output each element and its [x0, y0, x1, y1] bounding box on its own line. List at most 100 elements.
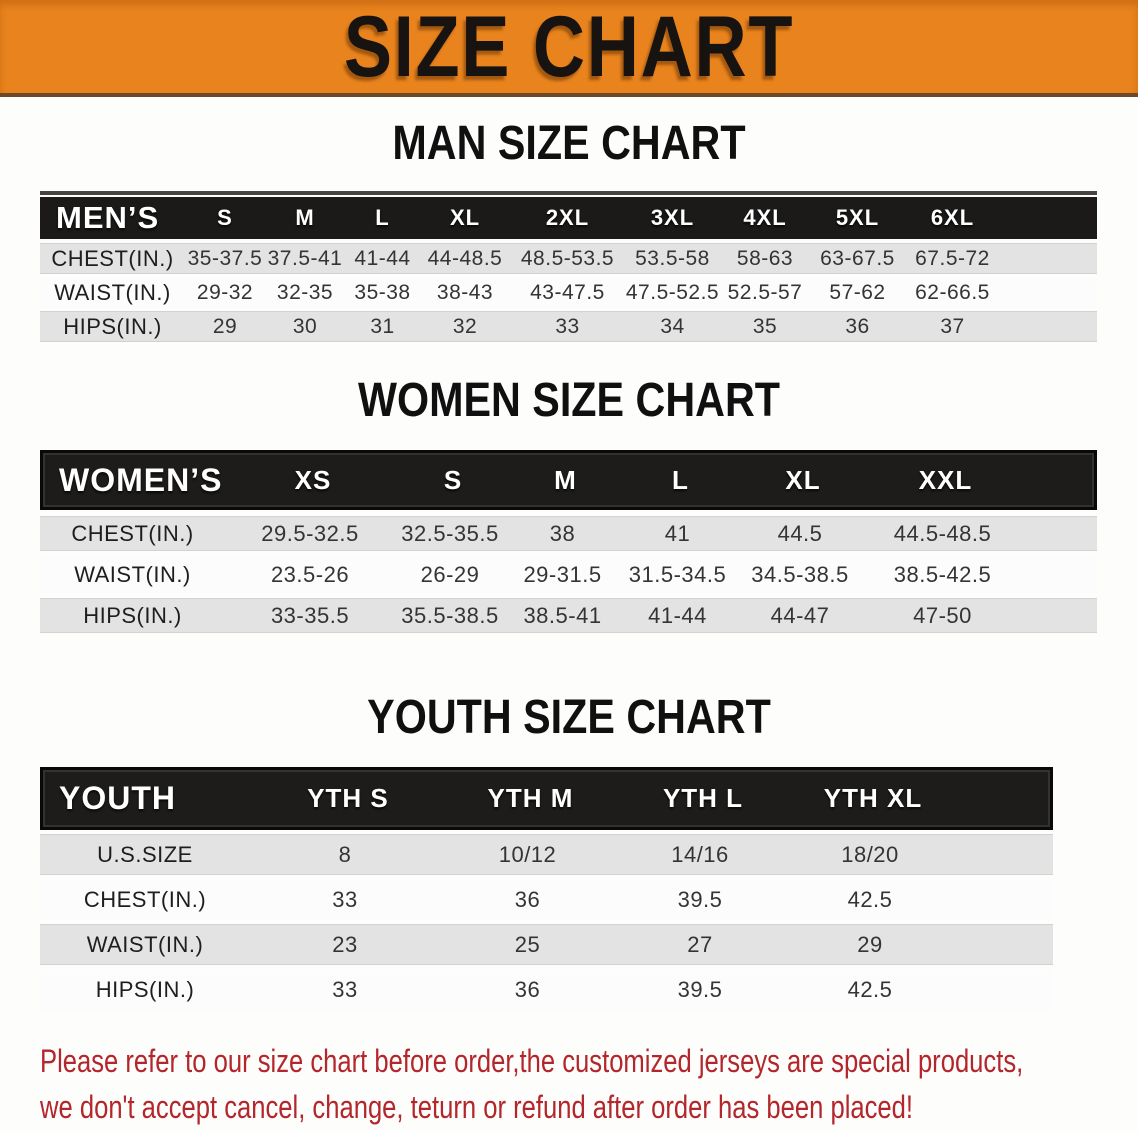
table-cell: 57-62	[829, 280, 886, 304]
table-cell: 23.5-26	[270, 561, 350, 587]
column-header-5xl: 5XL	[835, 205, 880, 230]
table-cell: 33	[332, 976, 358, 1002]
column-header-yth-m: YTH M	[487, 783, 574, 813]
men-section-title: MAN SIZE CHART	[392, 117, 746, 170]
row-label: HIPS(IN.)	[95, 976, 195, 1002]
table-cell: 44.5-48.5	[893, 520, 992, 546]
table-cell: 26-29	[420, 561, 480, 587]
table-cell: 35.5-38.5	[401, 602, 499, 628]
youth-table-header: YOUTH YTH S YTH M YTH L YTH XL	[40, 767, 1053, 830]
table-cell: 34.5-38.5	[751, 561, 849, 587]
column-header-2xl: 2XL	[545, 205, 590, 230]
table-cell: 44.5	[777, 520, 823, 546]
table-cell: 27	[687, 931, 713, 957]
row-label: CHEST(IN.)	[83, 886, 207, 912]
column-header-s: S	[217, 205, 233, 230]
row-label: CHEST(IN.)	[51, 245, 174, 271]
disclaimer-line-1: Please refer to our size chart before or…	[40, 1043, 1024, 1079]
men-table-row: WAIST(IN.) 29-32 32-35 35-38 38-43 43-47.5 47.…	[40, 277, 1097, 308]
table-cell: 35	[752, 314, 778, 338]
table-cell: 34	[660, 314, 685, 338]
column-header-3xl: 3XL	[650, 205, 695, 230]
table-cell: 44-47	[770, 602, 830, 628]
column-header-xxl: XXL	[918, 464, 973, 495]
disclaimer: Please refer to our size chart before or…	[0, 1038, 1138, 1130]
table-cell: 37	[940, 314, 965, 338]
table-cell: 48.5-53.5	[520, 246, 615, 270]
women-corner-label: WOMEN’S	[59, 461, 223, 498]
women-table-row: CHEST(IN.) 29.5-32.5 32.5-35.5 38 41 44.5 44.5…	[40, 516, 1097, 551]
table-cell: 58-63	[736, 246, 794, 270]
women-table-row: HIPS(IN.) 33-35.5 35.5-38.5 38.5-41 41-44 44-…	[40, 598, 1097, 633]
table-cell: 41	[664, 520, 691, 546]
table-cell: 43-47.5	[530, 280, 605, 304]
table-cell: 31	[370, 314, 395, 338]
table-cell: 29-31.5	[523, 561, 602, 587]
youth-table-row: HIPS(IN.) 33 36 39.5 42.5	[40, 969, 1053, 1010]
women-table-row: WAIST(IN.) 23.5-26 26-29 29-31.5 31.5-34.5 34…	[40, 557, 1097, 592]
table-cell: 62-66.5	[915, 280, 990, 304]
table-cell: 35-38	[354, 280, 411, 304]
column-header-yth-xl: YTH XL	[823, 783, 923, 813]
table-cell: 63-67.5	[820, 246, 895, 270]
row-label: CHEST(IN.)	[71, 520, 194, 546]
page-title: SIZE CHART	[343, 0, 795, 95]
column-header-l: L	[672, 464, 689, 495]
table-cell: 36	[514, 976, 541, 1002]
table-top-rule	[40, 191, 1097, 195]
youth-table-row: CHEST(IN.) 33 36 39.5 42.5	[40, 879, 1053, 920]
table-cell: 42.5	[847, 976, 893, 1002]
table-cell: 38-43	[436, 280, 494, 304]
column-header-l: L	[375, 205, 390, 230]
column-header-yth-l: YTH L	[662, 783, 744, 813]
youth-corner-label: YOUTH	[59, 780, 176, 816]
column-header-4xl: 4XL	[743, 205, 787, 230]
column-header-yth-s: YTH S	[307, 783, 389, 813]
table-cell: 31.5-34.5	[628, 561, 727, 587]
table-cell: 32.5-35.5	[401, 520, 499, 546]
table-cell: 47-50	[913, 602, 972, 628]
youth-table-row: U.S.SIZE 8 10/12 14/16 18/20	[40, 834, 1053, 875]
table-cell: 37.5-41	[267, 246, 343, 270]
table-cell: 41-44	[354, 246, 411, 270]
table-cell: 47.5-52.5	[625, 280, 720, 304]
table-cell: 8	[338, 841, 352, 867]
row-label: HIPS(IN.)	[83, 602, 182, 628]
row-label: WAIST(IN.)	[86, 931, 204, 957]
table-cell: 36	[514, 886, 541, 912]
table-cell: 18/20	[841, 841, 899, 867]
column-header-m: M	[295, 205, 315, 230]
table-cell: 29-32	[196, 280, 254, 304]
table-cell: 29.5-32.5	[261, 520, 359, 546]
table-cell: 42.5	[847, 886, 893, 912]
men-table-row: HIPS(IN.) 29 30 31 32 33 34 35 36 37	[40, 311, 1097, 342]
disclaimer-line-2: we don't accept cancel, change, teturn o…	[40, 1089, 913, 1125]
men-table-header: MEN’S S M L XL 2XL 3XL 4XL 5XL 6XL	[40, 197, 1097, 239]
table-cell: 30	[292, 314, 318, 338]
men-size-table: MEN’S S M L XL 2XL 3XL 4XL 5XL 6XL CHEST(IN.) 35-3…	[40, 191, 1097, 342]
women-table-header: WOMEN’S XS S M L XL XXL	[40, 450, 1097, 510]
women-section-title: WOMEN SIZE CHART	[358, 374, 780, 427]
column-header-xs: XS	[294, 464, 332, 495]
youth-table-row: WAIST(IN.) 23 25 27 29	[40, 924, 1053, 965]
row-label: WAIST(IN.)	[74, 561, 191, 587]
women-size-table: WOMEN’S XS S M L XL XXL CHEST(IN.) 29.5-32.5 32.…	[40, 450, 1097, 633]
table-cell: 39.5	[677, 886, 723, 912]
table-cell: 14/16	[671, 841, 729, 867]
youth-size-table: YOUTH YTH S YTH M YTH L YTH XL U.S.SIZE 8 10/1…	[40, 767, 1053, 1010]
youth-section-title: YOUTH SIZE CHART	[367, 691, 771, 744]
table-cell: 10/12	[498, 841, 557, 867]
table-cell: 53.5-58	[635, 246, 710, 270]
column-header-s: S	[443, 464, 463, 495]
row-label: U.S.SIZE	[97, 841, 193, 867]
row-label: WAIST(IN.)	[54, 279, 171, 305]
table-cell: 32-35	[276, 280, 334, 304]
column-header-xl: XL	[449, 205, 481, 230]
table-cell: 35-37.5	[187, 246, 263, 270]
men-corner-label: MEN’S	[56, 200, 160, 235]
men-table-row: CHEST(IN.) 35-37.5 37.5-41 41-44 44-48.5 48.5…	[40, 243, 1097, 274]
table-cell: 39.5	[677, 976, 723, 1002]
table-cell: 33-35.5	[270, 602, 350, 628]
table-cell: 41-44	[648, 602, 707, 628]
